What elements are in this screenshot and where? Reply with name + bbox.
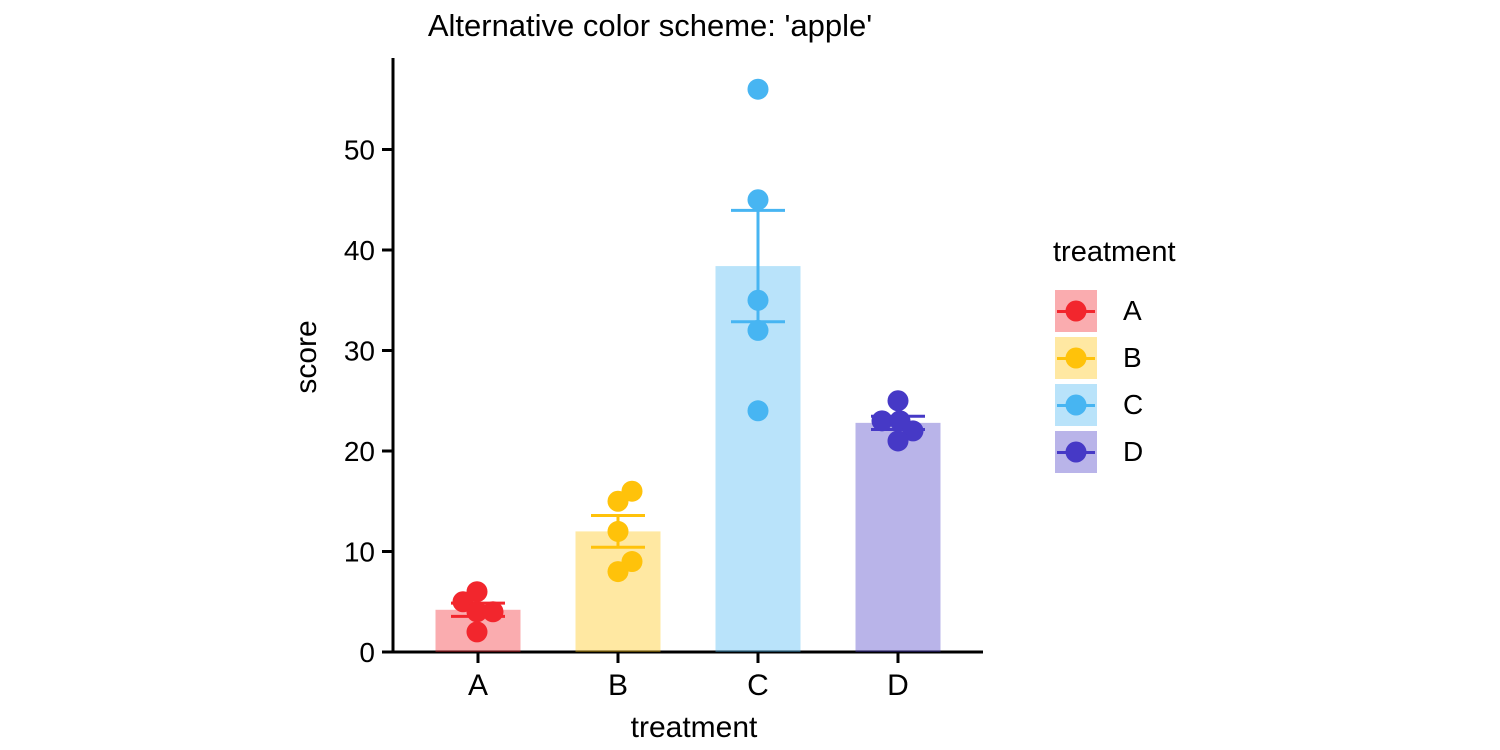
data-point-A <box>482 601 504 623</box>
data-point-C <box>747 189 769 211</box>
data-point-D <box>902 420 924 442</box>
y-tick-label: 50 <box>344 135 375 166</box>
bar-B <box>575 531 661 652</box>
y-tick-label: 30 <box>344 336 375 367</box>
data-point-D <box>871 410 893 432</box>
data-point-C <box>747 400 769 422</box>
y-tick-label: 10 <box>344 537 375 568</box>
x-tick-label: B <box>608 669 628 702</box>
data-point-C <box>747 289 769 311</box>
legend-key-dot <box>1065 394 1087 416</box>
data-point-B <box>607 490 629 512</box>
legend-entry-label: D <box>1123 436 1144 467</box>
legend-key-dot <box>1065 441 1087 463</box>
data-point-D <box>887 390 909 412</box>
data-point-B <box>607 561 629 583</box>
y-tick-label: 0 <box>359 637 375 668</box>
legend-entry-B: B <box>1055 337 1176 379</box>
data-point-D <box>887 430 909 452</box>
bar-D <box>855 422 941 652</box>
legend-title: treatment <box>1053 236 1176 268</box>
legend-key-dot <box>1065 347 1087 369</box>
x-tick-label: A <box>468 669 488 702</box>
x-tick-label: D <box>887 669 909 702</box>
legend-key-dot <box>1065 300 1087 322</box>
chart-title: Alternative color scheme: 'apple' <box>428 8 872 43</box>
legend-entry-label: C <box>1123 389 1144 420</box>
data-point-C <box>747 319 769 341</box>
data-point-C <box>747 78 769 100</box>
legend-entry-label: A <box>1123 295 1142 326</box>
legend-entry-label: B <box>1123 342 1142 373</box>
legend-key-swatch <box>1055 337 1097 379</box>
legend-key-swatch <box>1055 290 1097 332</box>
y-tick-label: 20 <box>344 436 375 467</box>
legend-entry-D: D <box>1055 431 1176 473</box>
x-axis-label: treatment <box>631 711 758 744</box>
x-tick-label: C <box>747 669 769 702</box>
data-point-A <box>466 621 488 643</box>
legend-key-swatch <box>1055 384 1097 426</box>
y-axis-label: score <box>290 320 323 393</box>
legend-key-swatch <box>1055 431 1097 473</box>
legend-entry-C: C <box>1055 384 1176 426</box>
data-point-B <box>607 520 629 542</box>
legend-entry-A: A <box>1055 290 1176 332</box>
chart-render-layer: 0 10 20 30 40 50 A B C D <box>344 58 983 702</box>
y-tick-label: 40 <box>344 235 375 266</box>
data-point-A <box>466 601 488 623</box>
